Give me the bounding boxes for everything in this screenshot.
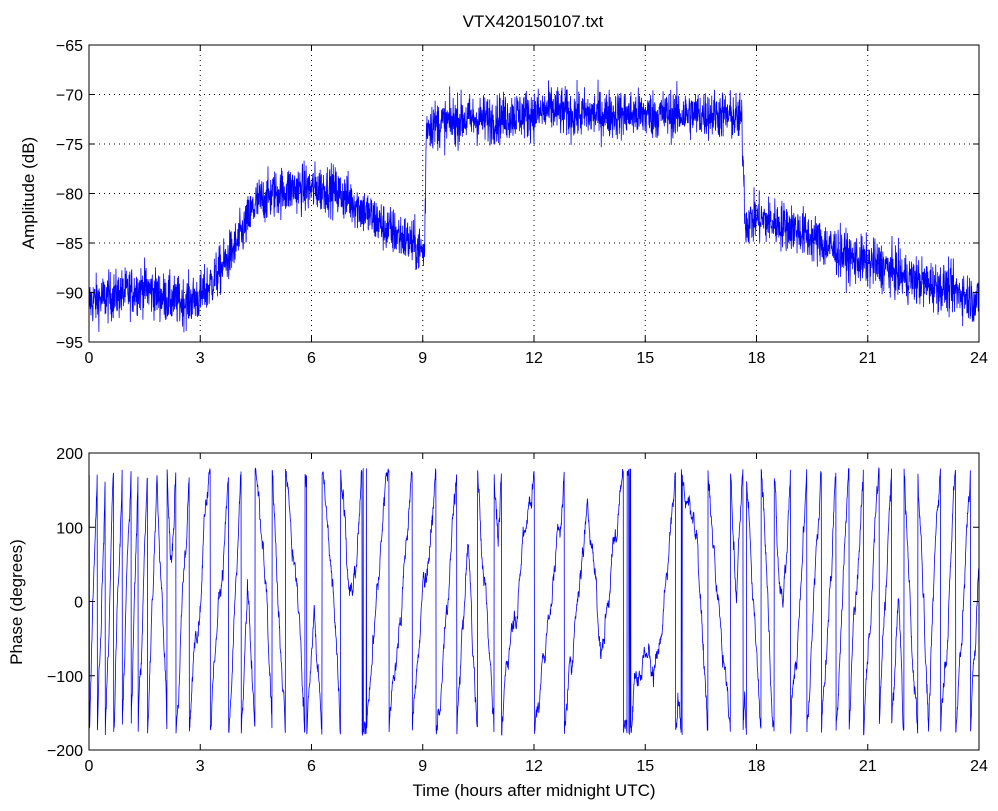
phase-x-tick-label: 9 (418, 758, 427, 775)
phase-x-tick-label: 0 (85, 758, 94, 775)
amplitude-y-tick-label: −95 (56, 335, 83, 352)
amplitude-series (88, 79, 980, 333)
phase-axes: 0 3 6 9 12 15 18 21 24 −200 −100 0 100 200 Phase (deg… (7, 446, 988, 800)
phase-y-tick-label: 0 (74, 595, 83, 612)
amplitude-y-tick-label: −85 (56, 236, 83, 253)
amplitude-x-tick-label: 0 (85, 350, 94, 367)
phase-x-tick-label: 18 (748, 758, 766, 775)
amplitude-y-tick-label: −65 (56, 38, 83, 55)
amplitude-x-tick-label: 9 (418, 350, 427, 367)
amplitude-axes: 0 3 6 9 12 15 18 21 24 −95 −90 −85 −80 −75 −70 −65 Ampl… (19, 38, 988, 367)
amplitude-y-tick-label: −75 (56, 137, 83, 154)
amplitude-line (88, 79, 980, 333)
phase-x-tick-label: 12 (525, 758, 543, 775)
phase-y-tick-label: 100 (56, 520, 83, 537)
amplitude-x-tick-label: 3 (196, 350, 205, 367)
phase-y-tick-label: −200 (47, 743, 83, 760)
amplitude-x-tick-label: 12 (525, 350, 543, 367)
amplitude-x-tick-label: 15 (636, 350, 654, 367)
phase-line (88, 466, 980, 737)
phase-x-tick-label: 6 (307, 758, 316, 775)
phase-x-tick-label: 21 (859, 758, 877, 775)
chart-title: VTX420150107.txt (463, 12, 604, 31)
phase-x-tick-label: 3 (196, 758, 205, 775)
phase-ticks: 0 3 6 9 12 15 18 21 24 −200 −100 0 100 200 (47, 446, 988, 775)
phase-x-tick-label: 15 (636, 758, 654, 775)
amplitude-x-tick-label: 24 (970, 350, 988, 367)
phase-x-axis-label: Time (hours after midnight UTC) (412, 781, 655, 800)
amplitude-y-axis-label: Amplitude (dB) (19, 137, 38, 249)
phase-y-tick-label: −100 (47, 669, 83, 686)
amplitude-y-tick-label: −80 (56, 187, 83, 204)
phase-y-tick-label: 200 (56, 446, 83, 463)
phase-y-axis-label: Phase (degrees) (7, 539, 26, 665)
phase-x-tick-label: 24 (970, 758, 988, 775)
amplitude-x-tick-label: 6 (307, 350, 316, 367)
amplitude-y-tick-label: −90 (56, 286, 83, 303)
amplitude-x-tick-label: 21 (859, 350, 877, 367)
amplitude-ticks: 0 3 6 9 12 15 18 21 24 −95 −90 −85 −80 −75 −70 −65 (56, 38, 988, 367)
phase-series (88, 466, 980, 737)
amplitude-y-tick-label: −70 (56, 88, 83, 105)
amplitude-x-tick-label: 18 (748, 350, 766, 367)
